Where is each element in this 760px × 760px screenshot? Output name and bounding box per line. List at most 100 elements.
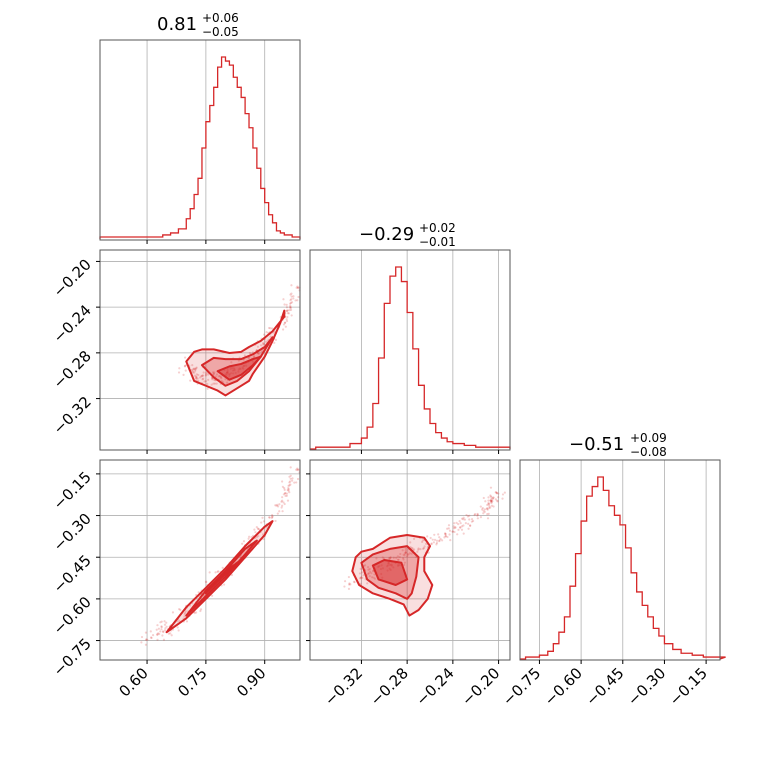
p21-point	[399, 552, 402, 556]
p21-point	[404, 549, 407, 552]
p20-xtick-label-2: 0.90	[233, 664, 269, 700]
p20-point	[289, 466, 292, 469]
p20-point	[149, 636, 153, 639]
p21-point	[402, 553, 405, 556]
p21-point	[429, 536, 432, 540]
p20-point	[276, 512, 279, 515]
p21-point	[404, 547, 407, 550]
p20-point	[156, 638, 159, 641]
p20-point	[262, 520, 266, 523]
p20-point	[184, 611, 187, 614]
p20-point	[195, 611, 198, 614]
p21-point	[489, 506, 492, 509]
title-p2: −0.51	[569, 434, 624, 455]
p20-contour-level-2	[204, 559, 243, 595]
p20-point	[161, 630, 165, 633]
p10-point	[204, 374, 207, 377]
p21-point	[490, 504, 494, 507]
p10-point	[262, 343, 265, 346]
p10-point	[257, 352, 260, 355]
p20-point	[156, 633, 159, 636]
p10-point	[274, 338, 278, 341]
p10-point	[288, 309, 291, 312]
p20-point	[140, 641, 143, 644]
p21-point	[483, 508, 487, 511]
p0-frame	[99, 39, 301, 241]
p20-point	[248, 535, 251, 538]
p21-point	[348, 582, 351, 585]
p20-point	[160, 625, 163, 629]
p21-point	[473, 513, 476, 517]
p21-point	[417, 548, 420, 551]
p21-point	[459, 522, 462, 525]
p21-point	[490, 499, 493, 502]
p10-point	[192, 371, 195, 374]
p10-point	[285, 319, 289, 323]
p21-point	[479, 505, 482, 508]
p20-point	[163, 620, 166, 623]
p20-point	[163, 629, 167, 632]
p21-point	[372, 576, 375, 579]
p21-point	[468, 514, 471, 517]
p10-point	[294, 299, 297, 302]
p10-point	[295, 286, 298, 289]
p21-point	[360, 575, 363, 579]
p20-point	[296, 467, 299, 470]
p20-point	[295, 481, 298, 484]
p21-point	[486, 503, 489, 507]
p10-point	[289, 308, 293, 311]
p21-point	[459, 526, 462, 529]
title-p2-minus: −0.08	[630, 445, 667, 459]
p10-point	[211, 378, 214, 381]
p10-point	[195, 366, 198, 369]
p21-point	[479, 516, 483, 519]
p21-point	[406, 553, 409, 556]
title-p0-minus: −0.05	[202, 25, 239, 39]
p21-point	[396, 558, 400, 561]
p21-point	[410, 552, 413, 555]
p20-point	[162, 630, 165, 634]
p21-point	[482, 509, 485, 512]
p10-point	[282, 323, 286, 326]
p20-point	[183, 612, 186, 616]
p10-point	[193, 371, 196, 374]
p10-point	[252, 355, 256, 358]
p21-point	[406, 555, 409, 558]
p21-point	[437, 533, 440, 536]
p22-xtick-label-0: −0.75	[499, 664, 544, 709]
p20-xtick-label-0: 0.60	[116, 664, 152, 700]
p21-point	[467, 522, 470, 525]
p20-point	[210, 594, 214, 597]
p20-point	[281, 496, 284, 499]
p21-point	[387, 557, 391, 560]
p21-point	[366, 582, 369, 585]
p10-point	[194, 369, 197, 373]
p20-xtick-label-1: 0.75	[174, 664, 210, 700]
p21-contour-level-2	[371, 559, 409, 586]
p20-point	[223, 583, 226, 586]
p21-point	[389, 556, 392, 559]
p21-point	[371, 570, 375, 573]
p21-point	[403, 561, 407, 564]
p21-point	[463, 518, 466, 521]
p21-xtick-label-2: −0.24	[412, 664, 457, 709]
p10-point	[296, 299, 299, 302]
p10-point	[269, 327, 272, 330]
p21-point	[460, 517, 464, 520]
p20-point	[282, 493, 285, 496]
p10-point	[289, 302, 292, 305]
p20-point	[163, 623, 167, 626]
p10-point	[284, 325, 287, 328]
p21-point	[483, 510, 486, 513]
p21-point	[435, 543, 438, 546]
p21-point	[460, 525, 464, 528]
p21-point	[422, 547, 426, 550]
p10-point	[268, 326, 271, 330]
p20-point	[159, 621, 162, 624]
p21-point	[456, 533, 459, 536]
p21-point	[349, 583, 352, 586]
p21-point	[388, 557, 392, 560]
p21-point	[473, 512, 477, 516]
p20-point	[280, 506, 283, 509]
p21-point	[362, 574, 365, 577]
